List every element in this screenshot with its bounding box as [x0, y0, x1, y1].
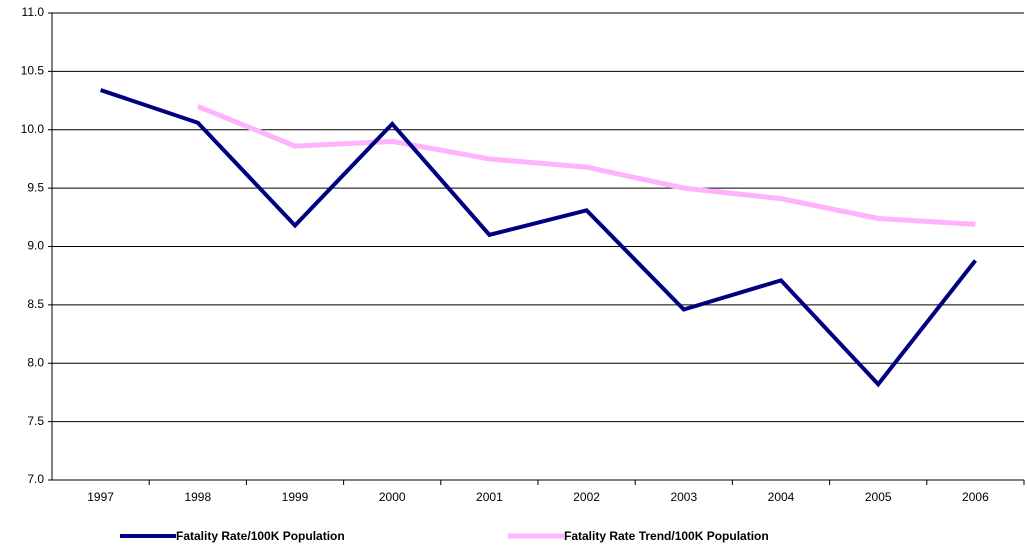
x-tick-label: 2003	[670, 490, 697, 504]
y-tick-label: 11.0	[22, 5, 45, 19]
legend-label: Fatality Rate Trend/100K Population	[564, 529, 769, 543]
y-tick-label: 10.5	[21, 64, 45, 78]
y-tick-label: 8.5	[27, 297, 44, 311]
x-tick-label: 2001	[476, 490, 503, 504]
y-tick-label: 8.0	[27, 355, 44, 369]
y-tick-label: 9.0	[27, 239, 44, 253]
series-line	[99, 88, 977, 388]
y-tick-label: 10.0	[21, 122, 45, 136]
x-tick-label: 2002	[573, 490, 600, 504]
y-tick-label: 7.0	[27, 472, 44, 486]
x-tick-label: 2006	[962, 490, 989, 504]
x-tick-label: 2000	[379, 490, 406, 504]
y-tick-label: 9.5	[27, 180, 44, 194]
x-tick-label: 1997	[87, 490, 114, 504]
x-tick-label: 2004	[768, 490, 795, 504]
y-tick-label: 7.5	[27, 414, 44, 428]
x-tick-label: 2005	[865, 490, 892, 504]
series-line	[196, 104, 976, 227]
legend-label: Fatality Rate/100K Population	[176, 529, 345, 543]
x-tick-label: 1998	[184, 490, 211, 504]
x-tick-label: 1999	[282, 490, 309, 504]
